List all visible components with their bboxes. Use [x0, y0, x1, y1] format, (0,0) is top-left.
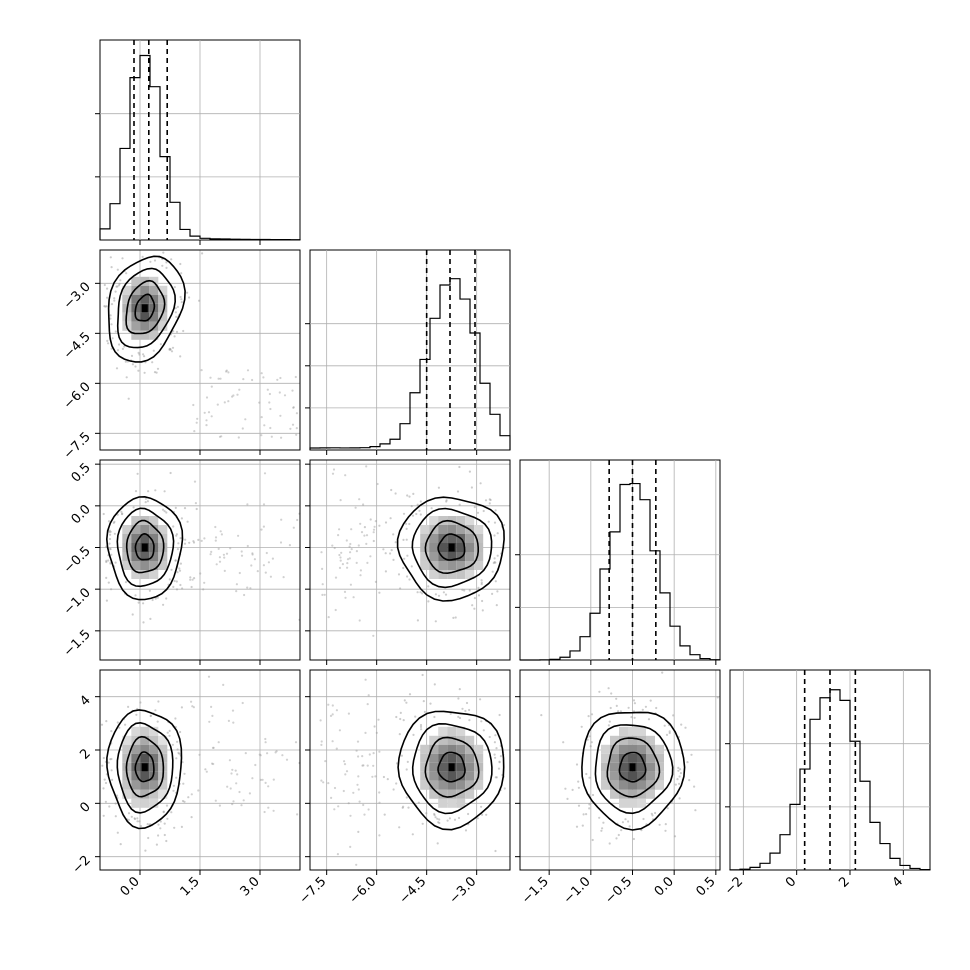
x-tick-label: 2: [836, 874, 852, 890]
x-tick-label: 1.5: [178, 874, 203, 899]
contour-line: [437, 751, 466, 783]
histogram-panel-0: [95, 39, 301, 241]
x-tick-label: −7.5: [297, 874, 330, 907]
y-tick-label: 0: [77, 800, 93, 816]
contour-line: [116, 507, 175, 588]
x-tick-label: −3.0: [447, 874, 480, 907]
contour-line: [594, 724, 674, 815]
histogram-step: [519, 482, 721, 661]
x-tick-label: −4.5: [397, 874, 430, 907]
panel-frame: [309, 459, 511, 661]
scatter-points: [103, 251, 298, 439]
density-panel-1-0: [99, 249, 301, 451]
contour-line: [134, 751, 155, 783]
histogram-frame: [519, 459, 721, 661]
contour-line: [606, 737, 661, 798]
contour-line: [134, 532, 155, 561]
x-tick-label: −1.0: [561, 874, 594, 907]
contour-line: [411, 722, 493, 815]
panel-frame: [519, 669, 721, 871]
y-tick-label: 4: [77, 693, 93, 709]
x-tick-label: −6.0: [347, 874, 380, 907]
histogram-panel-1: [305, 249, 511, 451]
histogram-panel-2: [515, 459, 721, 661]
histogram-panel-3: [725, 669, 931, 871]
density-panel-3-0: [99, 669, 301, 871]
contour-line: [396, 496, 505, 602]
y-tick-label: 0.5: [69, 460, 94, 485]
contour-line: [116, 267, 177, 349]
panel-frame: [309, 669, 511, 871]
contour-line: [106, 709, 183, 830]
contour-line: [116, 721, 174, 814]
y-tick-label: −1.5: [61, 627, 94, 660]
histogram-step: [729, 689, 931, 871]
y-tick-label: −6.0: [61, 380, 94, 413]
contour-line: [437, 533, 466, 561]
y-tick-label: 0.0: [69, 502, 94, 527]
contour-line: [107, 255, 186, 363]
histogram-step: [99, 54, 301, 241]
density-panel-2-1: [309, 459, 511, 661]
scatter-points: [102, 471, 301, 624]
contour-line: [581, 711, 686, 831]
density-peak: [448, 543, 455, 552]
x-tick-label: 0.0: [652, 874, 677, 899]
contour-line: [618, 751, 647, 783]
density-panel-2-0: [99, 459, 301, 661]
x-tick-label: 4: [890, 874, 906, 890]
scatter-points: [320, 465, 506, 637]
histogram-step: [309, 278, 511, 450]
y-tick-label: −4.5: [61, 330, 94, 363]
density-peak: [629, 763, 636, 772]
contour-line: [424, 519, 479, 575]
density-peak: [141, 304, 148, 313]
contour-line: [397, 710, 505, 831]
histogram-frame: [309, 249, 511, 451]
contour-line: [125, 279, 166, 335]
x-tick-label: −0.5: [602, 874, 635, 907]
y-tick-label: 2: [77, 746, 93, 762]
contour-line: [125, 735, 165, 798]
y-tick-label: −3.0: [61, 280, 94, 313]
x-tick-label: 0: [783, 874, 799, 890]
x-tick-label: −1.5: [519, 874, 552, 907]
contour-line: [125, 519, 165, 574]
density-peak: [141, 543, 148, 552]
contour-line: [105, 495, 184, 601]
y-tick-label: −1.0: [61, 585, 94, 618]
x-tick-label: −2: [722, 874, 746, 898]
density-peak: [141, 763, 148, 772]
contour-line: [424, 736, 480, 798]
y-tick-label: −7.5: [61, 430, 94, 463]
x-tick-label: 0.5: [693, 874, 718, 899]
density-panel-3-2: [519, 669, 721, 871]
density-panel-3-1: [309, 669, 511, 871]
contour-line: [411, 507, 493, 589]
y-tick-label: −0.5: [61, 544, 94, 577]
scatter-points: [100, 675, 301, 852]
density-peak: [448, 763, 455, 772]
x-tick-label: 3.0: [238, 874, 263, 899]
y-tick-label: −2: [70, 853, 94, 877]
contour-line: [134, 293, 156, 322]
x-tick-label: 0.0: [118, 874, 143, 899]
